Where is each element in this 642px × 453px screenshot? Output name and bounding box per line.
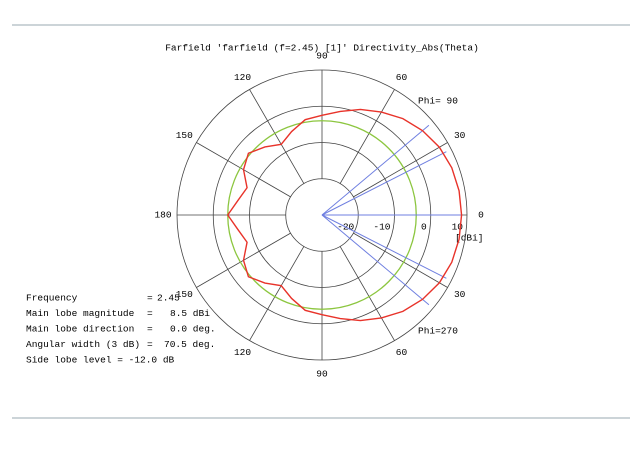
angle-tick-label: 60 xyxy=(396,347,408,358)
directivity-curve xyxy=(226,108,463,322)
info-text: = xyxy=(147,293,153,304)
info-text: 70.5 deg. xyxy=(164,339,215,350)
angle-tick-label: 120 xyxy=(234,347,251,358)
info-text: = xyxy=(147,324,153,335)
info-text: Side lobe level = -12.0 dB xyxy=(26,355,175,366)
info-text: 8.5 dBi xyxy=(170,308,210,319)
angle-tick-label: 0 xyxy=(478,210,484,221)
info-text: Main lobe magnitude xyxy=(26,308,135,319)
spoke xyxy=(249,89,305,184)
angle-tick-label: 90 xyxy=(316,51,328,62)
chart-title: Farfield 'farfield (f=2.45) [1]' Directi… xyxy=(165,43,479,54)
angle-tick-label: 30 xyxy=(454,289,466,300)
marker-line xyxy=(321,151,447,216)
angle-tick-label: 120 xyxy=(234,72,251,83)
spoke xyxy=(339,89,395,184)
marker-line xyxy=(321,124,430,216)
angle-tick-label: 150 xyxy=(176,130,193,141)
info-text: 2.45 xyxy=(157,293,180,304)
spoke xyxy=(353,142,448,198)
info-text: = xyxy=(147,339,153,350)
marker-line xyxy=(321,214,447,279)
info-text: Main lobe direction xyxy=(26,324,134,335)
phi-label: Phi=270 xyxy=(418,326,458,337)
r-tick-label: 0 xyxy=(421,222,427,233)
spoke xyxy=(339,246,395,341)
r-tick-label: 10 xyxy=(452,222,464,233)
angle-tick-label: 60 xyxy=(396,72,408,83)
info-text: = xyxy=(147,308,153,319)
marker-line xyxy=(321,214,430,306)
spoke xyxy=(249,246,305,341)
angle-tick-label: 150 xyxy=(176,289,193,300)
unit-label: [dBi] xyxy=(455,233,484,244)
angle-tick-label: 90 xyxy=(316,369,328,380)
info-text: Angular width (3 dB) xyxy=(26,339,140,350)
phi-label: Phi= 90 xyxy=(418,96,458,107)
spoke xyxy=(353,232,448,288)
angle-tick-label: 180 xyxy=(154,210,171,221)
r-tick-label: -10 xyxy=(373,222,390,233)
angle-tick-label: 30 xyxy=(454,130,466,141)
info-text: 0.0 deg. xyxy=(170,324,216,335)
info-text: Frequency xyxy=(26,293,78,304)
